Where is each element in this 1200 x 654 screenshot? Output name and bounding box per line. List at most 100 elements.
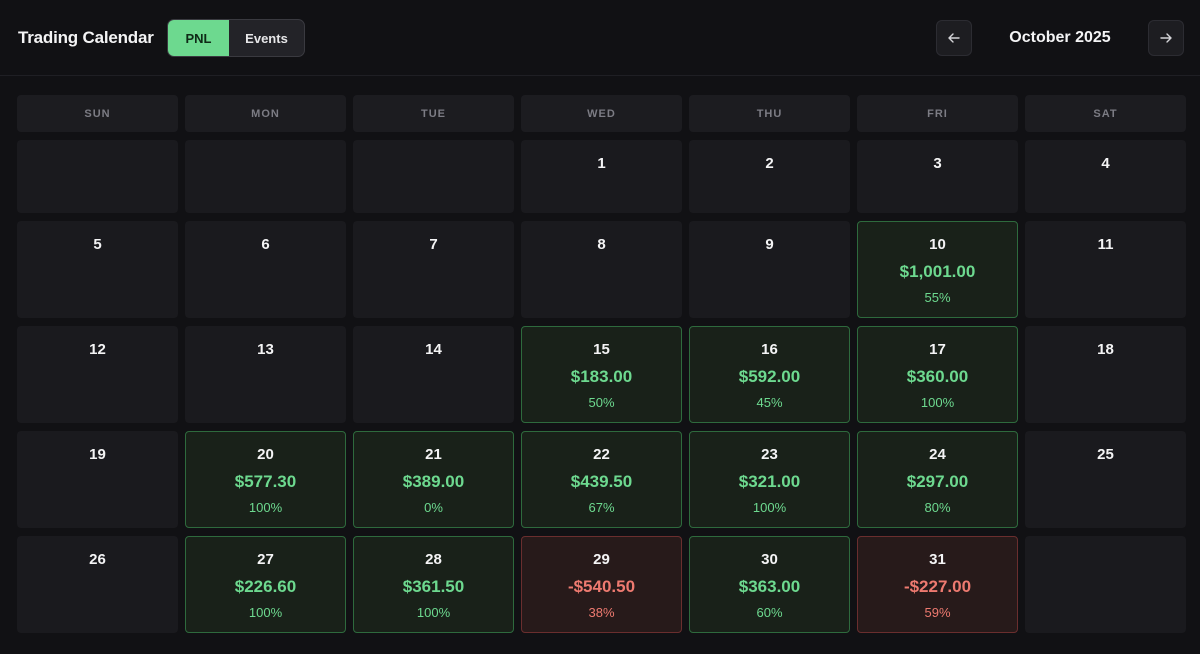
day-number: 23: [761, 446, 778, 463]
day-win-rate: 100%: [248, 500, 283, 515]
day-cell[interactable]: 27 $226.60 100%: [185, 536, 346, 633]
weekday-header: SUN MON TUE WED THU FRI SAT: [17, 95, 1186, 132]
day-number: 7: [429, 236, 438, 253]
view-toggle: PNL Events: [167, 19, 305, 57]
calendar-week: 19 20 $577.30 100% 21 $389.00 0% 22 $439.50 67% 23…: [17, 431, 1186, 528]
day-pnl: $226.60: [234, 577, 297, 596]
day-pnl: $363.00: [738, 577, 801, 596]
header: Trading Calendar PNL Events October 2025: [0, 0, 1200, 76]
day-number: 2: [765, 155, 774, 172]
day-cell[interactable]: 18: [1025, 326, 1186, 423]
empty-day-cell: [1025, 536, 1186, 633]
day-win-rate: 0%: [424, 500, 443, 515]
day-cell[interactable]: 17 $360.00 100%: [857, 326, 1018, 423]
day-cell[interactable]: 7: [353, 221, 514, 318]
day-win-rate: 67%: [588, 500, 615, 515]
arrow-right-icon: [1160, 33, 1172, 43]
day-number: 20: [257, 446, 274, 463]
calendar-week: 12 13 14 15 $183.00 50% 16 $592.00 45% 17 $360.00 1…: [17, 326, 1186, 423]
arrow-left-icon: [948, 33, 960, 43]
day-pnl: $183.00: [570, 367, 633, 386]
day-win-rate: 100%: [248, 605, 283, 620]
empty-day-cell: [17, 140, 178, 213]
day-cell[interactable]: 29 -$540.50 38%: [521, 536, 682, 633]
weekday-tue: TUE: [353, 95, 514, 132]
day-cell[interactable]: 24 $297.00 80%: [857, 431, 1018, 528]
page-title: Trading Calendar: [18, 28, 154, 47]
current-month: October 2025: [1009, 29, 1111, 46]
day-cell[interactable]: 1: [521, 140, 682, 213]
day-number: 4: [1101, 155, 1110, 172]
day-win-rate: 100%: [416, 605, 451, 620]
day-cell[interactable]: 20 $577.30 100%: [185, 431, 346, 528]
day-number: 24: [929, 446, 946, 463]
day-cell[interactable]: 9: [689, 221, 850, 318]
day-win-rate: 55%: [924, 290, 951, 305]
previous-month-button[interactable]: [936, 20, 972, 56]
day-pnl: $1,001.00: [899, 262, 976, 281]
day-pnl: -$540.50: [567, 577, 636, 596]
day-pnl: -$227.00: [903, 577, 972, 596]
day-pnl: $297.00: [906, 472, 969, 491]
day-number: 30: [761, 551, 778, 568]
empty-day-cell: [353, 140, 514, 213]
day-number: 31: [929, 551, 946, 568]
day-number: 14: [425, 341, 442, 358]
day-cell[interactable]: 11: [1025, 221, 1186, 318]
day-cell[interactable]: 23 $321.00 100%: [689, 431, 850, 528]
day-cell[interactable]: 16 $592.00 45%: [689, 326, 850, 423]
day-cell[interactable]: 25: [1025, 431, 1186, 528]
events-tab[interactable]: Events: [245, 30, 288, 46]
weekday-mon: MON: [185, 95, 346, 132]
day-cell[interactable]: 6: [185, 221, 346, 318]
calendar-weeks: 1 2 3 4 5 6 7 8 9 10 $1,001.00 55% 11 12 13 14 15 $183.00…: [17, 140, 1186, 633]
day-number: 15: [593, 341, 610, 358]
day-cell[interactable]: 21 $389.00 0%: [353, 431, 514, 528]
calendar-week: 1 2 3 4: [17, 140, 1186, 213]
empty-day-cell: [185, 140, 346, 213]
next-month-button[interactable]: [1148, 20, 1184, 56]
day-pnl: $592.00: [738, 367, 801, 386]
day-cell[interactable]: 22 $439.50 67%: [521, 431, 682, 528]
day-pnl: $389.00: [402, 472, 465, 491]
day-number: 27: [257, 551, 274, 568]
day-number: 6: [261, 236, 270, 253]
day-cell[interactable]: 31 -$227.00 59%: [857, 536, 1018, 633]
day-cell[interactable]: 15 $183.00 50%: [521, 326, 682, 423]
day-number: 11: [1097, 236, 1114, 253]
weekday-wed: WED: [521, 95, 682, 132]
day-cell[interactable]: 4: [1025, 140, 1186, 213]
day-win-rate: 38%: [588, 605, 615, 620]
day-cell[interactable]: 3: [857, 140, 1018, 213]
day-cell[interactable]: 8: [521, 221, 682, 318]
day-cell[interactable]: 30 $363.00 60%: [689, 536, 850, 633]
day-cell[interactable]: 26: [17, 536, 178, 633]
day-cell[interactable]: 14: [353, 326, 514, 423]
day-cell[interactable]: 13: [185, 326, 346, 423]
day-pnl: $361.50: [402, 577, 465, 596]
day-number: 18: [1097, 341, 1114, 358]
day-pnl: $439.50: [570, 472, 633, 491]
day-number: 28: [425, 551, 442, 568]
day-cell[interactable]: 2: [689, 140, 850, 213]
day-win-rate: 80%: [924, 500, 951, 515]
day-cell[interactable]: 5: [17, 221, 178, 318]
day-number: 13: [257, 341, 274, 358]
day-number: 5: [93, 236, 102, 253]
day-pnl: $321.00: [738, 472, 801, 491]
day-cell[interactable]: 10 $1,001.00 55%: [857, 221, 1018, 318]
day-number: 3: [933, 155, 942, 172]
day-number: 1: [597, 155, 606, 172]
weekday-sun: SUN: [17, 95, 178, 132]
day-win-rate: 100%: [920, 395, 955, 410]
day-win-rate: 45%: [756, 395, 783, 410]
day-number: 22: [593, 446, 610, 463]
pnl-tab[interactable]: PNL: [168, 20, 229, 56]
day-cell[interactable]: 28 $361.50 100%: [353, 536, 514, 633]
day-cell[interactable]: 12: [17, 326, 178, 423]
day-number: 10: [929, 236, 946, 253]
day-number: 19: [89, 446, 106, 463]
day-cell[interactable]: 19: [17, 431, 178, 528]
calendar-grid: SUN MON TUE WED THU FRI SAT 1 2 3 4 5 6 7 8 9 10 $…: [17, 95, 1186, 633]
